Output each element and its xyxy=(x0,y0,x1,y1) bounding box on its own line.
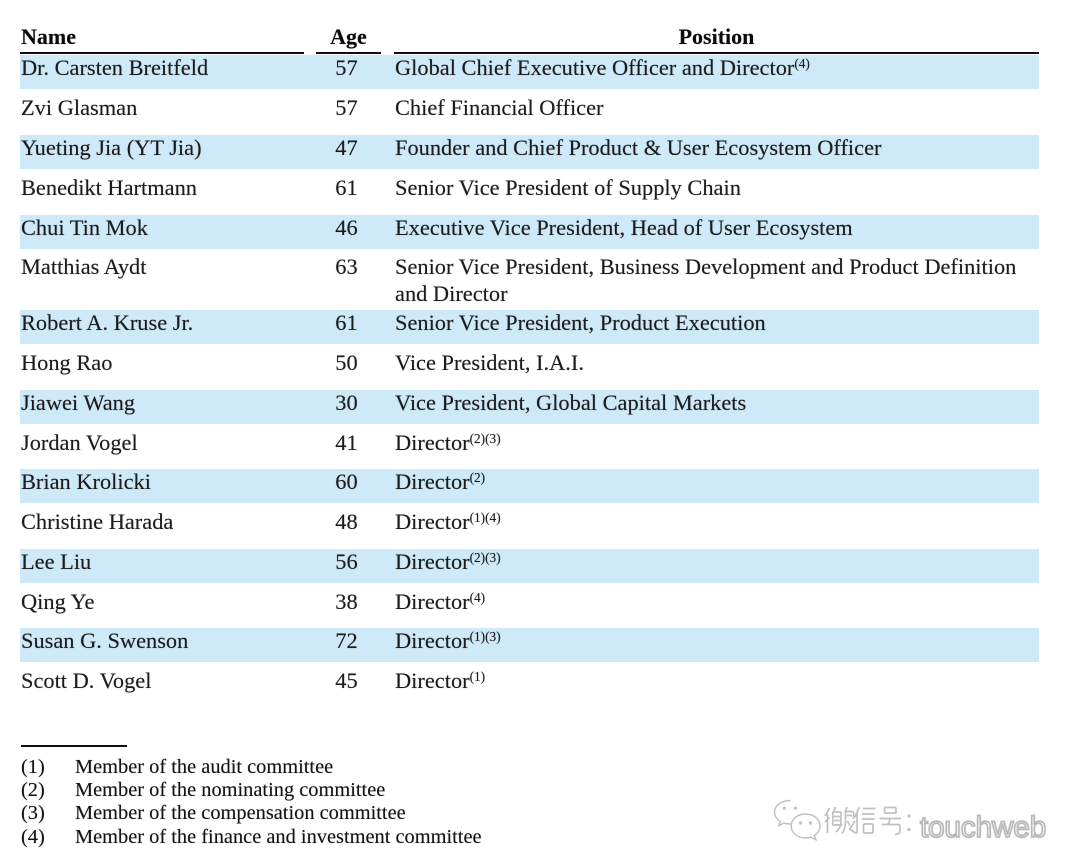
svg-text:touchweb: touchweb xyxy=(920,811,1046,844)
